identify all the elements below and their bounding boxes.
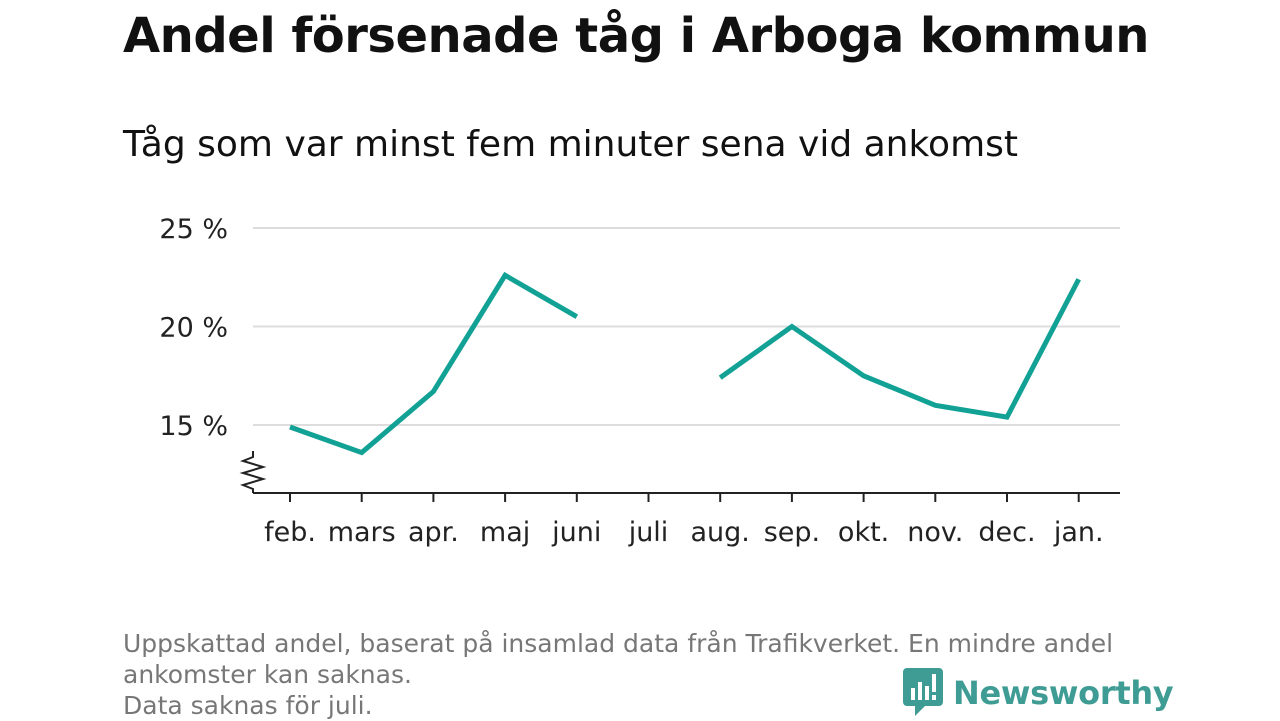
y-axis-break-marker bbox=[239, 451, 267, 493]
footnote-line-3: Data saknas för juli. bbox=[123, 691, 373, 720]
series-lines bbox=[289, 271, 1081, 456]
chart-subtitle: Tåg som var minst fem minuter sena vid a… bbox=[123, 124, 1019, 165]
x-tick-label: juni bbox=[551, 517, 601, 548]
y-tick-label: 15 % bbox=[159, 411, 228, 442]
x-tick-label: dec. bbox=[978, 517, 1035, 548]
x-tick-label: nov. bbox=[907, 517, 963, 548]
y-tick-label: 25 % bbox=[159, 214, 228, 245]
x-tick-label: sep. bbox=[764, 517, 820, 548]
brand-logo: Newsworthy bbox=[903, 668, 1174, 718]
brand-name: Newsworthy bbox=[953, 674, 1174, 712]
footnote-line-1: Uppskattad andel, baserat på insamlad da… bbox=[123, 629, 1114, 658]
x-tick-label: apr. bbox=[408, 517, 459, 548]
y-axis-tick-labels: 15 % 20 % 25 % bbox=[159, 214, 228, 442]
x-tick-label: maj bbox=[480, 517, 530, 548]
x-tick-label: juli bbox=[628, 517, 669, 548]
chart-title: Andel försenade tåg i Arboga kommun bbox=[123, 8, 1149, 64]
x-axis-tick-labels: feb. mars apr. maj juni juli aug. sep. okt. nov. d… bbox=[264, 517, 1103, 548]
y-tick-label: 20 % bbox=[159, 313, 228, 344]
series-line-segment bbox=[289, 271, 579, 456]
x-tick-label: jan. bbox=[1053, 517, 1104, 548]
footnote-line-2: ankomster kan saknas. bbox=[123, 660, 412, 689]
x-tick-label: aug. bbox=[691, 517, 750, 548]
series-line-segment bbox=[718, 278, 1081, 420]
bar-chart-speech-bubble-icon bbox=[903, 668, 943, 716]
x-axis bbox=[239, 451, 1120, 502]
x-tick-label: okt. bbox=[838, 517, 889, 548]
gridlines bbox=[253, 227, 1120, 426]
x-tick-label: mars bbox=[328, 517, 396, 548]
footnote: Uppskattad andel, baserat på insamlad da… bbox=[123, 628, 1163, 721]
x-tick-label: feb. bbox=[264, 517, 316, 548]
